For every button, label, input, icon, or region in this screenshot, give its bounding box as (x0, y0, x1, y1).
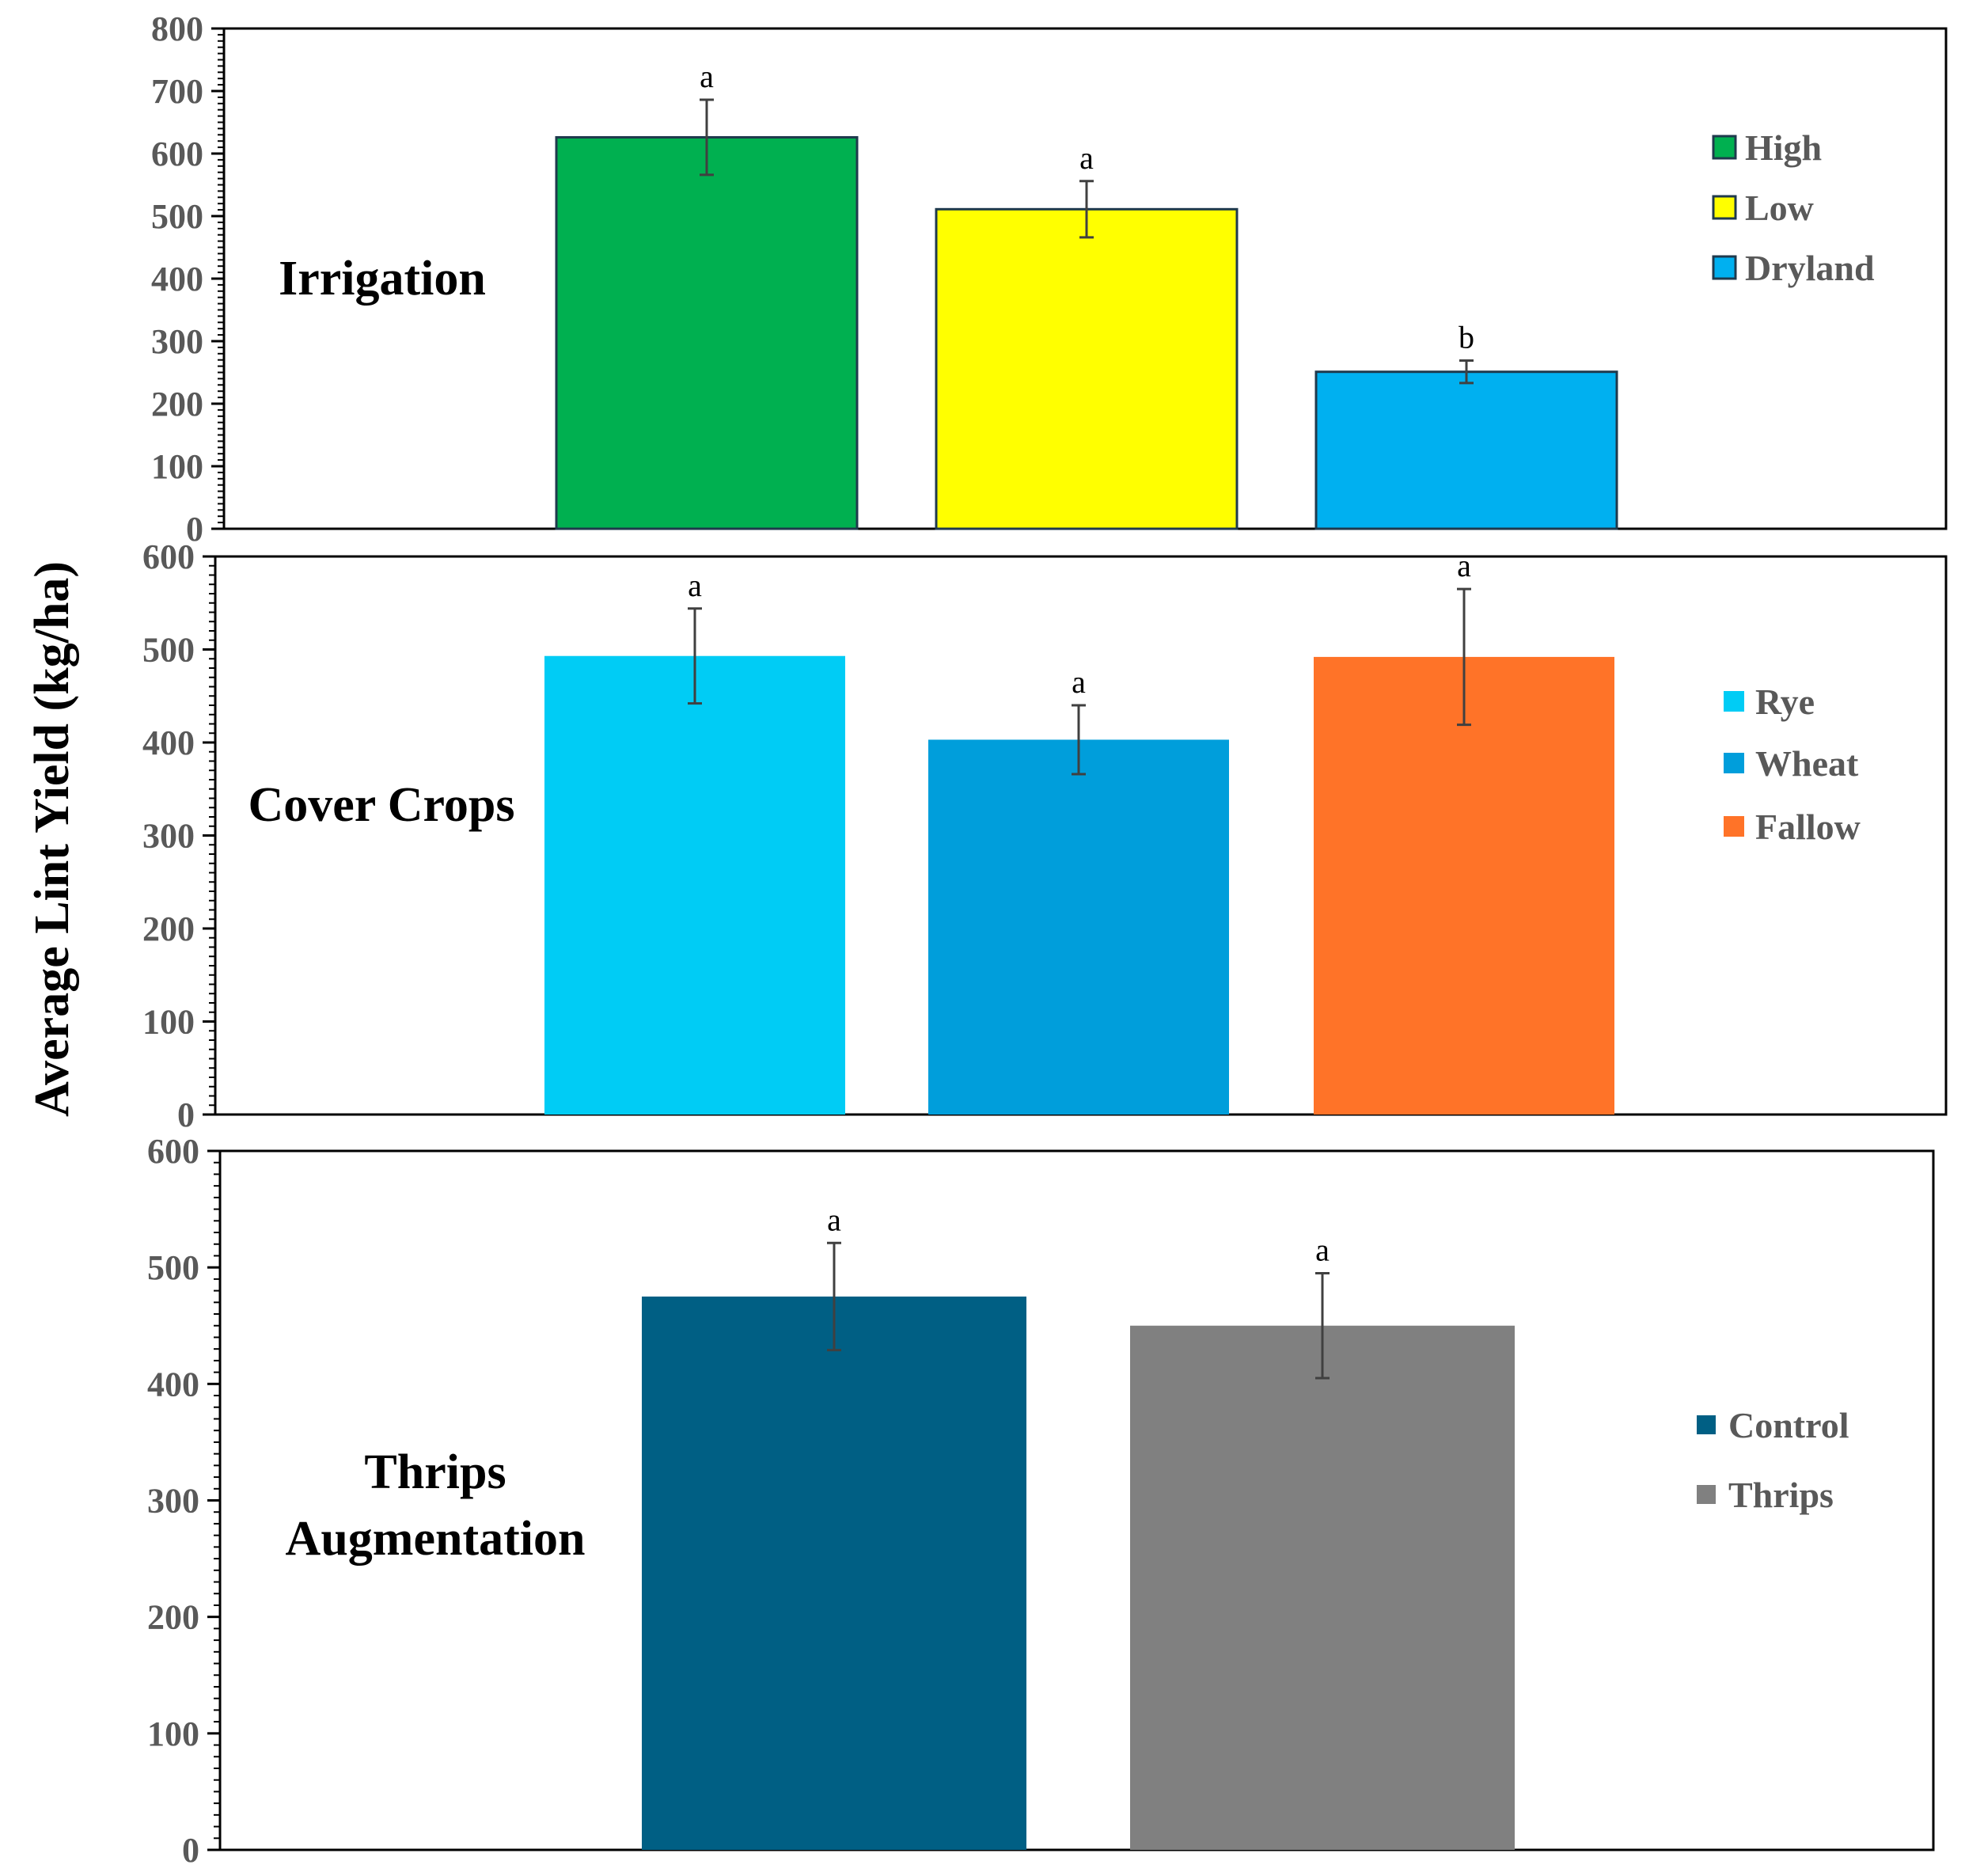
legend-label: High (1745, 127, 1822, 168)
legend-swatch (1724, 816, 1744, 837)
y-tick-label: 500 (151, 197, 203, 236)
legend-swatch (1712, 135, 1737, 160)
significance-letter: a (688, 568, 702, 603)
bar-control (642, 1296, 1026, 1850)
legend-label: Fallow (1755, 807, 1861, 847)
y-tick-label: 100 (142, 1003, 195, 1042)
y-tick-label: 400 (147, 1365, 199, 1403)
y-tick-label: 700 (151, 72, 203, 111)
significance-letter: a (1457, 548, 1471, 583)
legend-swatch (1697, 1415, 1716, 1434)
significance-letter: a (827, 1202, 841, 1237)
y-tick-label: 500 (147, 1248, 199, 1287)
legend-swatch (1712, 255, 1737, 280)
y-tick-label: 600 (151, 135, 203, 173)
y-tick-label: 0 (186, 510, 203, 549)
chart-panel-1: 0 100 200 300 400 500 600 700 800 a a b Irrigation Hi… (151, 9, 1948, 549)
bar-low (935, 207, 1239, 530)
legend-swatch (1697, 1485, 1716, 1504)
panel-label: Augmentation (286, 1512, 586, 1566)
y-tick-label: 300 (147, 1482, 199, 1521)
bar-wheat (928, 739, 1229, 1115)
legend-label: Control (1728, 1405, 1849, 1445)
significance-letter: a (1079, 140, 1094, 176)
panel-label: Thrips (364, 1445, 506, 1499)
bar-thrips (1130, 1325, 1515, 1850)
panel-label: Cover Crops (248, 778, 515, 832)
y-tick-label: 600 (147, 1132, 199, 1171)
y-tick-label: 500 (142, 631, 195, 670)
panel-label: Irrigation (279, 252, 486, 306)
significance-letter: a (1072, 664, 1086, 700)
plot-frame (218, 1149, 1935, 1851)
y-tick-label: 400 (142, 723, 195, 762)
y-tick-label: 400 (151, 260, 203, 298)
legend-label: Rye (1755, 682, 1815, 722)
y-tick-label: 200 (142, 910, 195, 948)
chart-panel-2: 0 100 200 300 400 500 600 a a a Cover Crops Rye Whea… (142, 537, 1948, 1134)
y-tick-label: 200 (147, 1598, 199, 1637)
significance-letter: b (1459, 319, 1474, 355)
legend-swatch (1712, 195, 1737, 220)
legend-swatch (1724, 691, 1744, 712)
y-tick-label: 0 (182, 1831, 199, 1870)
significance-letter: a (700, 59, 714, 94)
bar-dryland (1314, 370, 1618, 530)
legend-label: Thrips (1728, 1475, 1834, 1515)
legend-label: Wheat (1755, 743, 1859, 784)
legend-swatch (1724, 753, 1744, 773)
chart-panel-3: 0 100 200 300 400 500 600 a a Thrips Augmentation C… (147, 1132, 1935, 1870)
legend-label: Dryland (1745, 248, 1875, 288)
bar-rye (544, 655, 845, 1115)
y-tick-label: 100 (147, 1715, 199, 1753)
bar-high (555, 135, 859, 530)
y-tick-label: 800 (151, 9, 203, 48)
y-tick-label: 200 (151, 385, 203, 423)
y-tick-label: 600 (142, 537, 195, 576)
bar-fallow (1314, 656, 1614, 1115)
legend-label: Low (1745, 188, 1814, 228)
y-tick-label: 300 (151, 322, 203, 361)
y-tick-label: 0 (177, 1096, 195, 1134)
y-tick-label: 100 (151, 447, 203, 486)
significance-letter: a (1315, 1232, 1330, 1268)
y-tick-label: 300 (142, 817, 195, 856)
y-axis-label: Average Lint Yield (kg/ha) (25, 561, 79, 1117)
